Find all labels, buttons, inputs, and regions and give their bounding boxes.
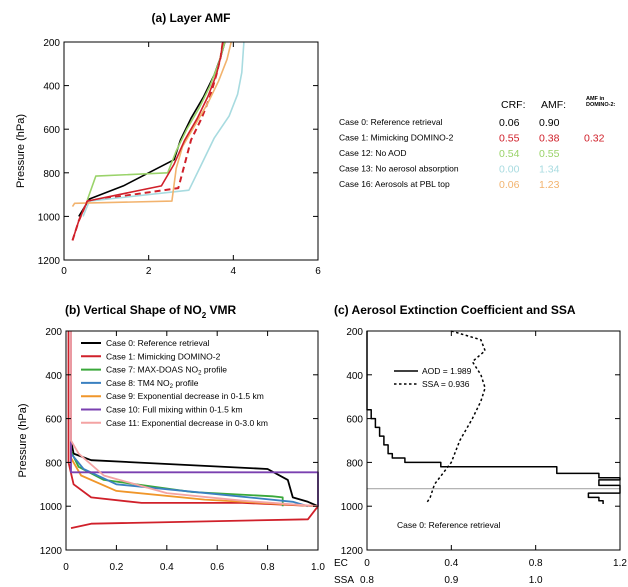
panel-b-legend-label-b: profile [173, 378, 199, 388]
panel-c-legend-label: AOD = 1.989 [422, 366, 472, 376]
panel-c-ytick-label: 400 [346, 371, 363, 382]
panel-c-ssa-tick-label: 0.8 [360, 575, 374, 586]
panel-c-legend-label: SSA = 0.936 [422, 379, 470, 389]
panel-c-ec-axis-label: EC [334, 558, 348, 569]
panel-b-xtick-label: 0.2 [109, 562, 123, 573]
panel-b-legend-label-a: Case 8: TM4 NO [106, 378, 170, 388]
panel-b-ytick-label: 1200 [40, 546, 63, 557]
panel-a-legend-crf: 0.06 [499, 117, 520, 129]
panel-c-ec-tick-label: 0.8 [529, 558, 543, 569]
panel-b-legend-label: Case 1: Mimicking DOMINO-2 [106, 351, 221, 361]
panel-c-ssa-axis-label: SSA [334, 575, 354, 586]
panel-b-title: (b) Vertical Shape of NO2 VMR [65, 303, 236, 320]
panel-b-legend-label-a: Case 7: MAX-DOAS NO [106, 365, 198, 375]
panel-a-series-line [78, 41, 226, 217]
panel-c-ytick-label: 800 [346, 458, 363, 469]
panel-c-frame [366, 330, 621, 551]
panel-c-ec-tick-label: 0 [364, 558, 370, 569]
panel-b-title-main: (b) Vertical Shape of NO [65, 303, 202, 317]
panel-b-ylabel: Pressure (hPa) [17, 404, 29, 478]
panel-b-ytick-label: 800 [45, 458, 62, 469]
panel-b-xtick-label: 0 [63, 562, 69, 573]
panel-b-xtick-label: 1.0 [311, 562, 325, 573]
panel-b-series-line [70, 331, 319, 508]
panel-a-legend-crf: 0.55 [499, 133, 520, 145]
panel-b-legend-label: Case 7: MAX-DOAS NO2 profile [106, 365, 227, 377]
panel-a-series-line [71, 41, 224, 241]
panel-a-ytick-label: 600 [43, 125, 60, 136]
panel-a-legend-crf: 0.00 [499, 164, 520, 176]
panel-c-ssa-tick-label: 0.9 [444, 575, 458, 586]
panel-a-header-crf: CRF: [501, 99, 526, 111]
panel-c-ytick-label: 600 [346, 415, 363, 426]
panel-a-ytick-label: 200 [43, 38, 60, 49]
panel-a-legend-label: Case 16: Aerosols at PBL top [339, 179, 450, 189]
panel-a-legend-label: Case 13: No aerosol absorption [339, 164, 459, 174]
panel-b-legend-label: Case 9: Exponential decrease in 0-1.5 km [106, 391, 264, 401]
panel-c-ssa-tick-label: 1.0 [529, 575, 543, 586]
panel-c-annotation: Case 0: Reference retrieval [397, 520, 501, 530]
panel-a-xtick-label: 6 [315, 266, 321, 277]
panel-b-legend-label: Case 11: Exponential decrease in 0-3.0 k… [106, 418, 268, 428]
panel-a-legend-crf: 0.06 [499, 179, 520, 191]
panel-c-series-line [366, 331, 621, 504]
panel-a-legend-label: Case 1: Mimicking DOMINO-2 [339, 133, 454, 143]
panel-c-ytick-label: 1000 [341, 502, 364, 513]
panel-c-ytick-label: 1200 [341, 546, 364, 557]
panel-b-xtick-label: 0.4 [160, 562, 174, 573]
panel-b-series-line [67, 331, 319, 529]
panel-b-ytick-label: 400 [45, 371, 62, 382]
panel-b-legend-label: Case 8: TM4 NO2 profile [106, 378, 199, 390]
panel-a-header-amf: AMF: [541, 99, 566, 111]
panel-b-legend-label-b: profile [201, 365, 227, 375]
panel-b-xtick-label: 0.8 [261, 562, 275, 573]
panel-a-ytick-label: 800 [43, 169, 60, 180]
panel-a-series-line [86, 41, 226, 201]
panel-b-title-sub: 2 [202, 311, 207, 320]
panel-a-title: (a) Layer AMF [152, 11, 231, 25]
panel-a-ylabel: Pressure (hPa) [15, 114, 27, 188]
panel-c-title: (c) Aerosol Extinction Coefficient and S… [334, 303, 576, 317]
panel-a-ytick-label: 1200 [38, 256, 61, 267]
panel-a-xtick-label: 0 [61, 266, 67, 277]
panel-c-ec-tick-label: 1.2 [613, 558, 627, 569]
panel-b-ytick-label: 200 [45, 327, 62, 338]
panel-a-series-line [71, 41, 232, 208]
panel-b-legend-label: Case 0: Reference retrieval [106, 338, 210, 348]
panel-b-ytick-label: 1000 [40, 502, 63, 513]
panel-c-ytick-label: 200 [346, 327, 363, 338]
panel-a-frame [63, 41, 319, 261]
panel-a-xtick-label: 2 [146, 266, 152, 277]
panel-a-header-domino-line2: DOMINO-2: [586, 102, 616, 108]
panel-a-legend-crf: 0.54 [499, 148, 520, 160]
panel-a-header-domino-line1: AMF in [586, 96, 605, 102]
panel-a-series-line [71, 41, 224, 241]
panel-b-legend-label-sub: 2 [198, 371, 202, 377]
panel-a-legend-amf: 1.23 [539, 179, 560, 191]
panel-a-legend-amf: 0.38 [539, 133, 560, 145]
panel-a-legend-domino: 0.32 [584, 133, 605, 145]
panel-b-legend-label-sub: 2 [170, 384, 174, 390]
panel-a-legend-label: Case 12: No AOD [339, 148, 407, 158]
panel-a-legend-label: Case 0: Reference retrieval [339, 117, 443, 127]
panel-b-legend-label: Case 10: Full mixing within 0-1.5 km [106, 405, 243, 415]
panel-b-ytick-label: 600 [45, 415, 62, 426]
panel-a-legend-amf: 1.34 [539, 164, 560, 176]
panel-b-frame [65, 330, 319, 551]
panel-a-legend-amf: 0.90 [539, 117, 560, 129]
panel-b-title-tail: VMR [206, 303, 236, 317]
panel-c-series-line [425, 330, 486, 505]
panel-c-ec-tick-label: 0.4 [444, 558, 458, 569]
panel-a-legend-amf: 0.55 [539, 148, 560, 160]
panel-b-xtick-label: 0.6 [210, 562, 224, 573]
panel-a-header-domino: AMF in DOMINO-2: [586, 96, 616, 108]
panel-a-ytick-label: 400 [43, 82, 60, 93]
panel-a-series-line [82, 41, 245, 217]
panel-a-xtick-label: 4 [231, 266, 237, 277]
panel-a-ytick-label: 1000 [38, 212, 61, 223]
